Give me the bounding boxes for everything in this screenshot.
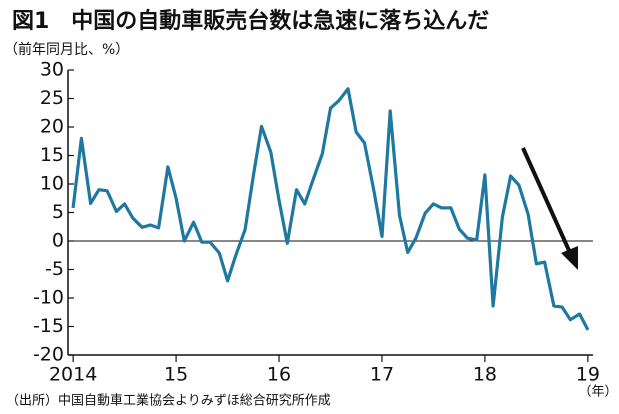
x-tick-label: 18 (473, 364, 497, 386)
y-tick-label: -5 (45, 258, 64, 280)
y-tick-label: 15 (40, 144, 64, 166)
y-tick-label: 5 (52, 201, 64, 223)
y-tick-label: 20 (40, 116, 64, 138)
x-tick-label: 19 (576, 364, 600, 386)
y-tick-label: 30 (40, 59, 64, 81)
y-tick-label: -15 (33, 315, 64, 337)
chart-title: 図1 中国の自動車販売台数は急速に落ち込んだ (12, 8, 489, 34)
y-tick-label: 0 (52, 230, 64, 252)
x-tick-label: 2014 (49, 364, 97, 386)
y-tick-label: -10 (33, 287, 64, 309)
y-tick-label: -20 (33, 344, 64, 366)
trend-arrow (521, 147, 578, 270)
source-note: （出所）中国自動車工業協会よりみずほ総合研究所作成 (6, 393, 331, 409)
x-tick-label: 16 (267, 364, 291, 386)
x-tick-label: 15 (164, 364, 188, 386)
x-axis-unit: （年） (578, 385, 617, 400)
data-line (71, 87, 590, 331)
y-tick-label: 25 (40, 87, 64, 109)
y-axis-label: （前年同月比、%） (4, 41, 129, 58)
x-tick-label: 17 (370, 364, 394, 386)
y-tick-label: 10 (40, 173, 64, 195)
arrow-shaft (521, 147, 573, 256)
arrow-head (561, 246, 578, 270)
